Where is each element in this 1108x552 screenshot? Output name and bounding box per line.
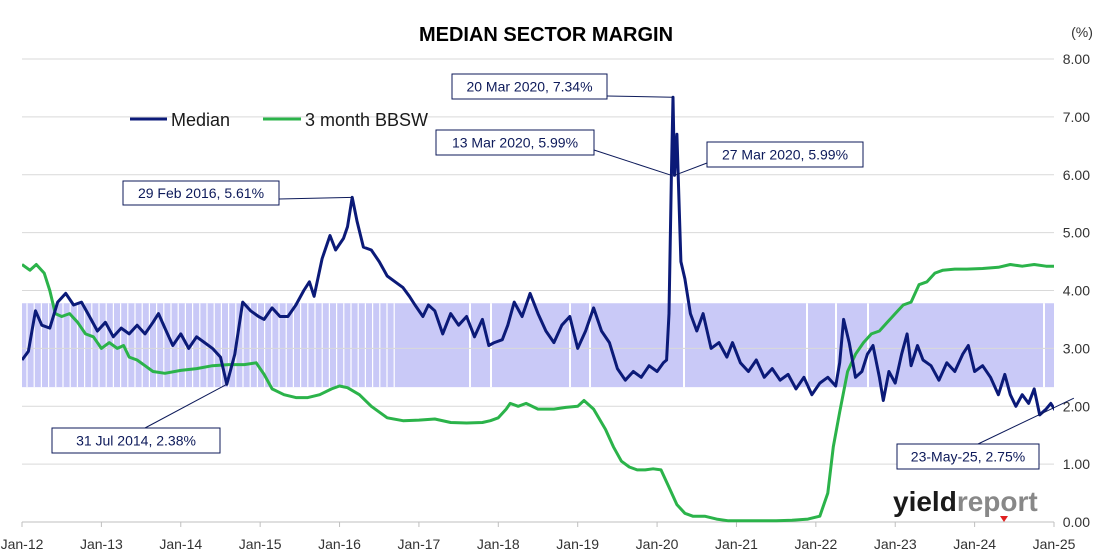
annotation-callout: 31 Jul 2014, 2.38% <box>51 383 228 454</box>
annotation-label: 13 Mar 2020, 5.99% <box>452 135 578 151</box>
logo-part-yield: yield <box>893 486 957 517</box>
y-tick-label: 1.00 <box>1063 456 1090 472</box>
annotation-callout: 29 Feb 2016, 5.61% <box>122 180 353 206</box>
y-unit-label: (%) <box>1071 24 1093 40</box>
x-tick-label: Jan-16 <box>318 536 361 552</box>
annotation-label: 20 Mar 2020, 7.34% <box>466 79 592 95</box>
annotation-label: 27 Mar 2020, 5.99% <box>722 147 848 163</box>
gridlines <box>22 58 1054 523</box>
y-tick-label: 6.00 <box>1063 167 1090 183</box>
logo-triangle-icon <box>1000 516 1008 522</box>
annotations: 20 Mar 2020, 7.34% 13 Mar 2020, 5.99% 27 M… <box>51 73 1075 470</box>
x-tick-label: Jan-18 <box>477 536 520 552</box>
annotation-box <box>896 443 1040 470</box>
x-tick-label: Jan-22 <box>794 536 837 552</box>
annotation-leader <box>144 383 228 429</box>
annotation-box <box>706 141 864 168</box>
y-tick-label: 8.00 <box>1063 51 1090 67</box>
y-tick-label: 2.00 <box>1063 398 1090 414</box>
y-tick-label: 7.00 <box>1063 109 1090 125</box>
legend-bbsw-label: 3 month BBSW <box>305 110 428 130</box>
chart-title: MEDIAN SECTOR MARGIN <box>419 24 673 46</box>
y-tick-label: 3.00 <box>1063 340 1090 356</box>
annotation-leader <box>674 162 708 176</box>
yieldreport-logo: yieldreport <box>893 486 1038 522</box>
x-tick-label: Jan-19 <box>556 536 599 552</box>
y-tick-label: 5.00 <box>1063 225 1090 241</box>
annotation-label: 23-May-25, 2.75% <box>911 449 1025 465</box>
series-line-3-month-bbsw <box>22 263 1054 523</box>
x-tick-label: Jan-21 <box>715 536 758 552</box>
series-lines <box>22 95 1054 523</box>
x-tick-label: Jan-20 <box>636 536 679 552</box>
annotation-leader <box>278 196 353 200</box>
x-tick-label: Jan-25 <box>1033 536 1076 552</box>
annotation-box <box>122 180 280 206</box>
annotation-box <box>451 73 608 100</box>
annotation-callout: 20 Mar 2020, 7.34% <box>451 73 673 100</box>
x-tick-label: Jan-17 <box>398 536 441 552</box>
x-tick-label: Jan-24 <box>953 536 996 552</box>
annotation-leader <box>593 149 672 176</box>
annotation-label: 31 Jul 2014, 2.38% <box>76 433 196 449</box>
x-tick-label: Jan-14 <box>159 536 202 552</box>
x-tick-label: Jan-12 <box>1 536 44 552</box>
annotation-leader <box>977 397 1075 445</box>
annotation-leader <box>606 95 673 98</box>
annotation-callout: 13 Mar 2020, 5.99% <box>435 129 672 176</box>
annotation-callout: 23-May-25, 2.75% <box>896 397 1075 470</box>
annotation-label: 29 Feb 2016, 5.61% <box>138 185 264 201</box>
y-tick-label: 4.00 <box>1063 283 1090 299</box>
logo-text: yieldreport <box>893 486 1038 517</box>
y-tick-label: 0.00 <box>1063 514 1090 530</box>
legend-median-label: Median <box>171 110 230 130</box>
series-line-median <box>22 95 1054 417</box>
annotation-box <box>51 427 221 454</box>
logo-part-report: report <box>957 486 1038 517</box>
annotation-box <box>435 129 595 156</box>
x-tick-label: Jan-13 <box>80 536 123 552</box>
x-axis-ticks: Jan-12 Jan-13 Jan-14 Jan-15 Jan-16 Jan-17 Jan-… <box>1 522 1076 552</box>
y-axis-ticks: 0.00 1.00 2.00 3.00 4.00 5.00 6.00 7.00 8.00 <box>1063 51 1090 530</box>
x-tick-label: Jan-15 <box>239 536 282 552</box>
legend: Median 3 month BBSW <box>130 110 428 130</box>
x-tick-label: Jan-23 <box>874 536 917 552</box>
annotation-callout: 27 Mar 2020, 5.99% <box>674 141 864 176</box>
